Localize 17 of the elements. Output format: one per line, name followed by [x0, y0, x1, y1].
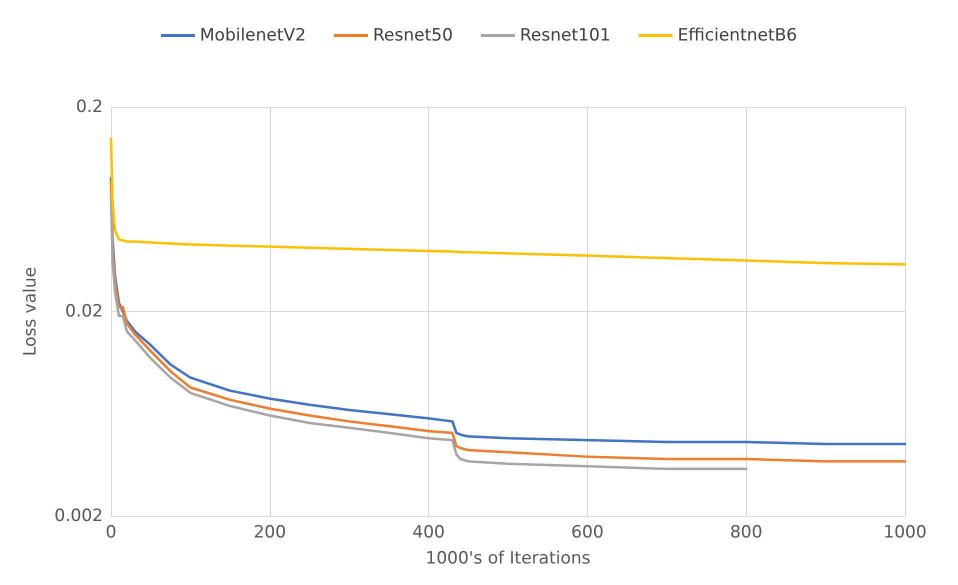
x-axis-title: 1000's of Iterations	[426, 548, 591, 568]
x-tick-label: 600	[571, 522, 604, 542]
x-tick-label: 0	[106, 522, 116, 542]
line-series	[110, 137, 906, 266]
legend-label: EfficientnetB6	[678, 26, 798, 46]
legend-label: MobilenetV2	[200, 26, 306, 46]
x-tick-label: 800	[730, 522, 762, 542]
x-tick-label: 1000	[883, 522, 927, 542]
y-tick-label: 0.02	[65, 302, 103, 322]
x-tick-label: 200	[254, 522, 286, 542]
y-tick-label: 0.2	[76, 97, 103, 117]
y-axis-title: Loss value	[20, 266, 40, 356]
y-tick-label: 0.002	[54, 506, 103, 526]
x-tick-label: 400	[412, 522, 445, 542]
legend-label: Resnet101	[520, 26, 611, 46]
line-series	[110, 192, 748, 470]
legend-label: Resnet50	[372, 26, 453, 46]
